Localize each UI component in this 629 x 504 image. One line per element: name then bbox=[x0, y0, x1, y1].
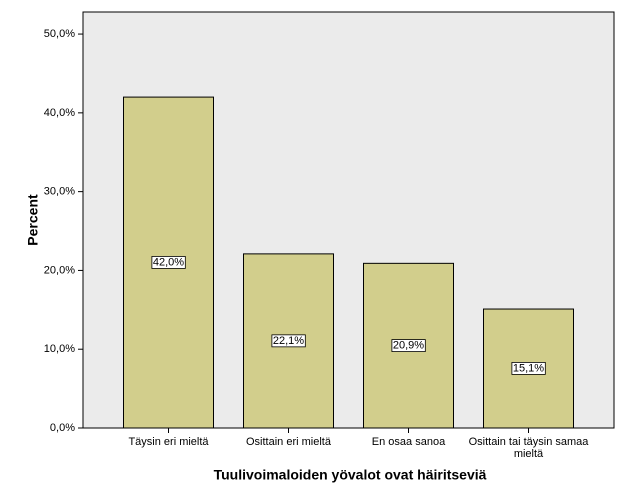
data-label-box bbox=[271, 334, 306, 348]
y-tick-label: 40,0% bbox=[44, 107, 75, 119]
y-tick-label: 0,0% bbox=[50, 422, 75, 434]
x-tick-label: Osittain tai täysin samaa mieltä bbox=[469, 436, 590, 460]
x-tick-label: Osittain eri mieltä bbox=[246, 436, 332, 448]
data-label-box bbox=[511, 362, 546, 375]
y-axis-title: Percent bbox=[25, 194, 41, 246]
y-tick-label: 20,0% bbox=[44, 264, 75, 276]
x-tick-label: Täysin eri mieltä bbox=[128, 436, 209, 448]
y-tick-label: 10,0% bbox=[44, 343, 75, 355]
data-label: 22,1% bbox=[273, 335, 304, 347]
data-label-box bbox=[391, 339, 426, 352]
x-axis-title: Tuulivoimaloiden yövalot ovat häiritsevi… bbox=[214, 467, 487, 483]
data-label: 20,9% bbox=[393, 340, 424, 352]
y-tick-label: 30,0% bbox=[44, 186, 75, 198]
data-label: 42,0% bbox=[153, 256, 184, 268]
data-label-box bbox=[151, 256, 186, 269]
x-tick-label: En osaa sanoa bbox=[372, 436, 446, 448]
data-label: 15,1% bbox=[513, 362, 544, 374]
y-tick-label: 50,0% bbox=[44, 28, 75, 40]
